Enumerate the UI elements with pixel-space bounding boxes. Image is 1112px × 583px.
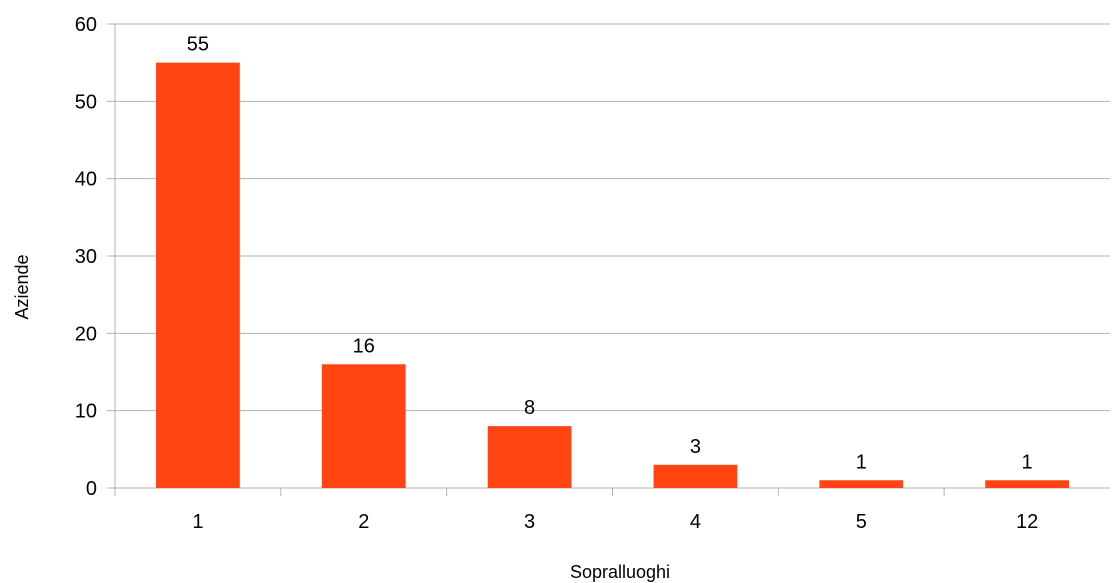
x-tick-label: 12 (1016, 511, 1038, 533)
x-tick-label: 3 (524, 511, 535, 533)
y-tick-label: 0 (86, 478, 97, 500)
bar-3 (487, 426, 572, 488)
y-tick-label: 10 (75, 401, 97, 423)
y-tick-label: 30 (75, 246, 97, 268)
data-label: 8 (524, 397, 535, 419)
x-tick-label: 1 (192, 511, 203, 533)
data-label: 1 (1022, 451, 1033, 473)
bar-4 (653, 464, 738, 488)
y-tick-label: 20 (75, 323, 97, 345)
data-label: 1 (856, 451, 867, 473)
data-label: 16 (353, 335, 375, 357)
bar-1 (156, 62, 240, 489)
y-tick-label: 50 (75, 91, 97, 113)
data-label: 3 (690, 436, 701, 458)
data-label: 55 (187, 34, 209, 56)
y-tick-label: 60 (75, 14, 97, 36)
bars (156, 62, 1069, 489)
x-tick-label: 5 (856, 511, 867, 533)
bar-12 (985, 480, 1069, 488)
bar-2 (321, 364, 406, 488)
x-tick-label: 2 (358, 511, 369, 533)
bar-5 (819, 480, 904, 488)
y-axis-title: Aziende (12, 254, 32, 319)
axes (114, 24, 945, 496)
y-tick-label: 40 (75, 169, 97, 191)
x-tick-label: 4 (690, 511, 701, 533)
x-axis-title: Sopralluoghi (570, 562, 670, 582)
gridlines (107, 23, 1110, 489)
labels: 0 10 20 30 40 50 60 55 1 16 2 8 3 3 4 1 5 1 12 (75, 14, 1038, 533)
